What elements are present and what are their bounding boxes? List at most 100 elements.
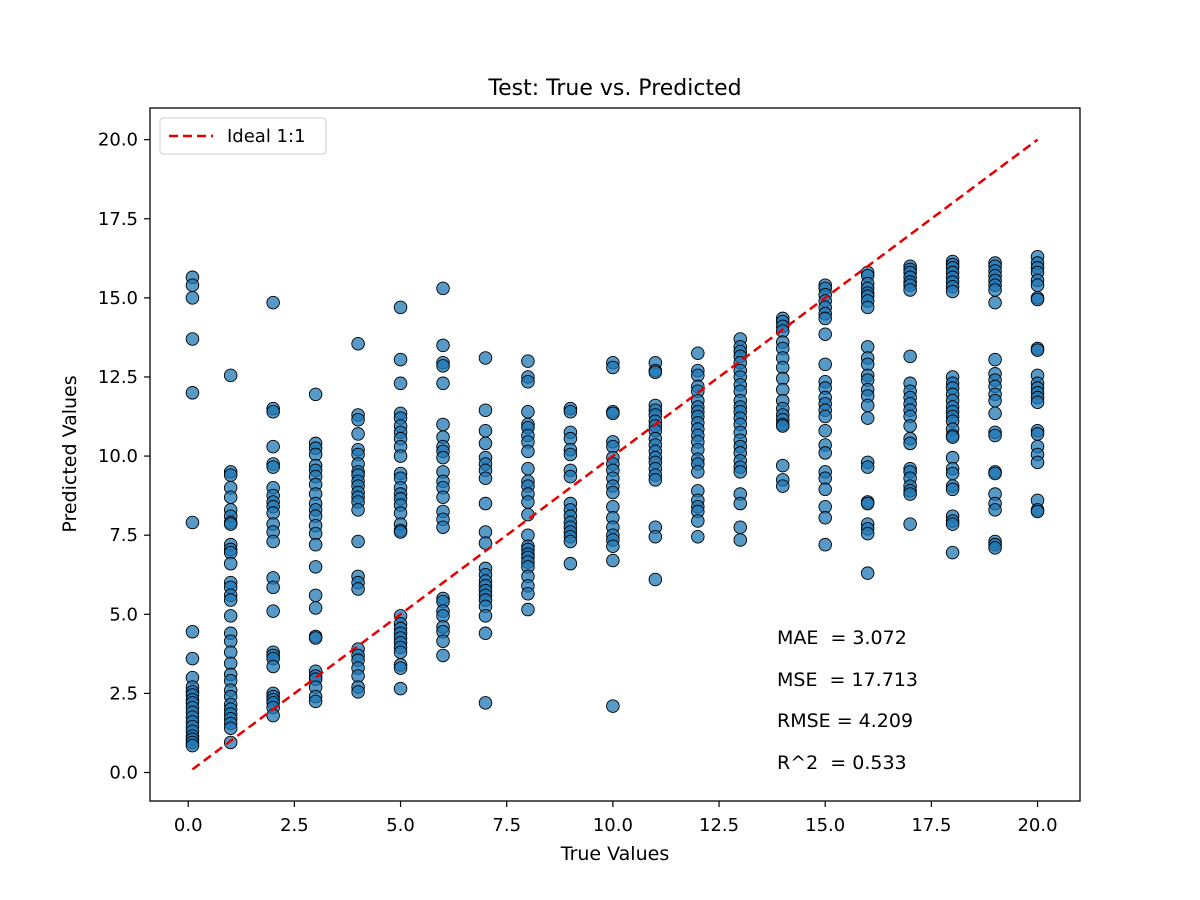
y-axis-label: Predicted Values bbox=[59, 375, 81, 532]
data-point bbox=[860, 411, 875, 425]
x-tick-label: 12.5 bbox=[699, 815, 739, 836]
data-point bbox=[521, 495, 535, 509]
x-tick-label: 10.0 bbox=[593, 815, 633, 836]
data-point bbox=[691, 514, 705, 528]
x-tick-label: 2.5 bbox=[280, 815, 309, 836]
x-axis-label: True Values bbox=[560, 843, 669, 865]
data-point bbox=[818, 424, 832, 438]
data-point bbox=[1030, 395, 1045, 410]
data-point bbox=[606, 406, 620, 421]
data-point bbox=[648, 530, 663, 544]
data-point bbox=[945, 430, 960, 444]
data-point bbox=[775, 419, 790, 433]
x-tick-label: 15.0 bbox=[805, 815, 845, 836]
data-point bbox=[521, 461, 535, 476]
y-tick-label: 17.5 bbox=[98, 209, 138, 230]
r2-stat: R^2 = 0.533 bbox=[777, 752, 907, 774]
data-point bbox=[903, 517, 917, 531]
data-point bbox=[351, 336, 365, 351]
data-point bbox=[223, 468, 238, 482]
data-point bbox=[351, 503, 365, 517]
data-point bbox=[563, 447, 578, 462]
data-point bbox=[478, 496, 493, 511]
data-point bbox=[1030, 455, 1045, 470]
x-tick-label: 20.0 bbox=[1017, 815, 1057, 836]
mse-stat: MSE = 17.713 bbox=[777, 669, 918, 691]
data-point bbox=[521, 405, 535, 419]
data-point bbox=[860, 566, 875, 580]
data-point bbox=[223, 517, 238, 531]
data-point bbox=[691, 530, 705, 544]
data-point bbox=[393, 449, 408, 463]
data-point bbox=[266, 295, 280, 310]
data-point bbox=[606, 485, 620, 500]
data-point bbox=[521, 586, 535, 601]
data-point bbox=[775, 479, 790, 493]
data-point bbox=[988, 283, 1002, 297]
data-point bbox=[436, 281, 450, 296]
legend-box bbox=[159, 117, 327, 155]
data-point bbox=[988, 406, 1002, 421]
data-point bbox=[393, 645, 408, 660]
data-point bbox=[648, 572, 663, 587]
data-point bbox=[860, 526, 875, 541]
data-point bbox=[818, 327, 832, 342]
data-point bbox=[606, 699, 620, 713]
data-point bbox=[393, 352, 408, 367]
data-point bbox=[351, 534, 365, 549]
x-tick-label: 5.0 bbox=[386, 815, 415, 836]
data-point bbox=[266, 534, 280, 549]
data-point bbox=[478, 696, 493, 710]
data-point bbox=[351, 685, 365, 699]
x-tick-label: 7.5 bbox=[492, 815, 521, 836]
data-point bbox=[733, 533, 748, 547]
data-point bbox=[988, 541, 1002, 555]
data-point bbox=[1030, 343, 1045, 357]
data-point bbox=[521, 354, 535, 368]
data-point bbox=[436, 338, 450, 353]
data-point bbox=[563, 469, 578, 484]
data-point bbox=[988, 393, 1002, 408]
data-point bbox=[436, 634, 450, 648]
data-point bbox=[818, 409, 832, 424]
data-point bbox=[393, 376, 408, 391]
data-point bbox=[903, 436, 917, 451]
data-point bbox=[436, 490, 450, 504]
data-point bbox=[393, 681, 408, 696]
data-point bbox=[308, 560, 323, 574]
data-point bbox=[988, 352, 1002, 367]
data-point bbox=[393, 525, 408, 539]
data-point bbox=[648, 473, 663, 487]
data-point bbox=[266, 439, 280, 454]
data-point bbox=[818, 511, 832, 525]
data-point bbox=[266, 405, 280, 419]
data-point bbox=[266, 708, 280, 723]
data-point bbox=[903, 419, 917, 433]
y-tick-label: 15.0 bbox=[98, 288, 138, 309]
data-point bbox=[185, 651, 200, 666]
data-point bbox=[308, 588, 323, 603]
data-point bbox=[818, 446, 832, 460]
data-point bbox=[223, 609, 238, 623]
data-point bbox=[185, 738, 200, 753]
y-tick-label: 5.0 bbox=[109, 604, 138, 625]
data-point bbox=[478, 436, 493, 451]
data-point bbox=[818, 482, 832, 497]
data-point bbox=[185, 515, 200, 530]
data-point bbox=[436, 417, 450, 432]
chart-title: Test: True vs. Predicted bbox=[487, 76, 741, 101]
data-point bbox=[988, 428, 1002, 443]
data-point bbox=[733, 520, 748, 535]
plot-frame bbox=[149, 107, 1081, 802]
data-point bbox=[860, 300, 875, 315]
y-tick-label: 2.5 bbox=[109, 683, 138, 704]
data-point bbox=[308, 537, 323, 552]
data-point bbox=[478, 424, 493, 438]
data-point bbox=[393, 300, 408, 315]
data-point bbox=[988, 503, 1002, 517]
data-point bbox=[436, 520, 450, 535]
data-point bbox=[903, 349, 917, 364]
data-point bbox=[606, 553, 620, 568]
data-point bbox=[945, 284, 960, 299]
data-point bbox=[945, 482, 960, 497]
